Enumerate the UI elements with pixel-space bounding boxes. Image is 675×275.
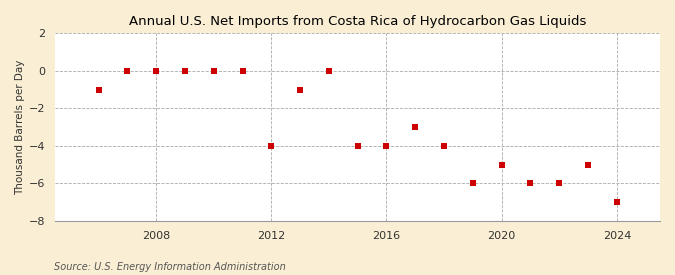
Point: [496, 163, 507, 167]
Point: [209, 69, 219, 73]
Point: [410, 125, 421, 129]
Point: [583, 163, 593, 167]
Point: [295, 87, 306, 92]
Y-axis label: Thousand Barrels per Day: Thousand Barrels per Day: [15, 59, 25, 195]
Point: [612, 200, 622, 204]
Point: [352, 144, 363, 148]
Point: [468, 181, 479, 186]
Point: [323, 69, 334, 73]
Point: [381, 144, 392, 148]
Point: [122, 69, 133, 73]
Point: [93, 87, 104, 92]
Point: [151, 69, 161, 73]
Point: [439, 144, 450, 148]
Point: [266, 144, 277, 148]
Point: [554, 181, 564, 186]
Point: [525, 181, 536, 186]
Title: Annual U.S. Net Imports from Costa Rica of Hydrocarbon Gas Liquids: Annual U.S. Net Imports from Costa Rica …: [129, 15, 587, 28]
Text: Source: U.S. Energy Information Administration: Source: U.S. Energy Information Administ…: [54, 262, 286, 272]
Point: [180, 69, 190, 73]
Point: [237, 69, 248, 73]
